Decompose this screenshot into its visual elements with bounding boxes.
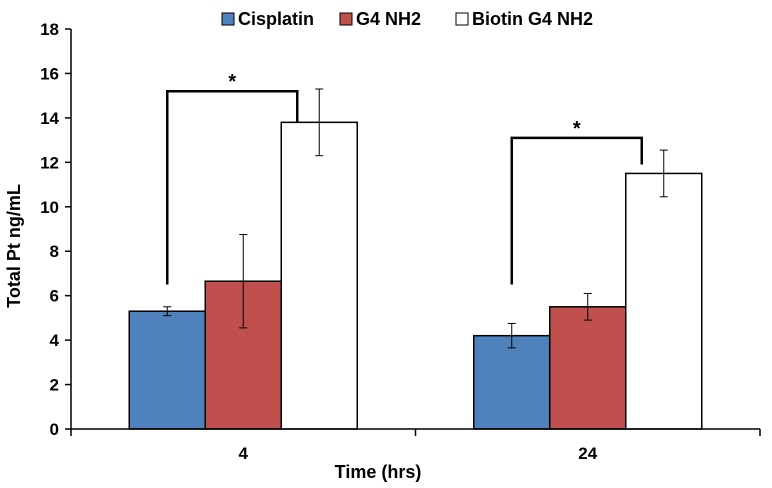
error-bar	[315, 88, 324, 157]
legend-swatch	[455, 12, 469, 26]
error-bar	[659, 149, 668, 198]
error-bar	[583, 292, 592, 321]
y-tick-label: 12	[40, 153, 59, 172]
bar-cisplatin-24	[473, 334, 551, 430]
legend-item-cisplatin: Cisplatin	[221, 9, 314, 29]
bar-cisplatin-4	[128, 310, 206, 430]
legend-item-biotin-g4-nh2: Biotin G4 NH2	[455, 9, 593, 29]
significance-star: *	[228, 71, 236, 93]
y-tick-label: 2	[50, 376, 59, 395]
significance-bracket: *	[166, 71, 299, 285]
significance-annotations: **	[166, 71, 643, 285]
y-tick-label: 4	[50, 331, 60, 350]
significance-star: *	[573, 118, 581, 140]
legend: Cisplatin G4 NH2 Biotin G4 NH2	[221, 9, 593, 29]
legend-label: G4 NH2	[356, 9, 421, 29]
bars	[128, 121, 703, 430]
bar-g4-nh2-24	[549, 306, 627, 430]
error-bar	[163, 306, 172, 317]
y-tick-label: 6	[50, 287, 59, 306]
x-tick-label: 4	[239, 444, 249, 463]
x-tick-label: 24	[578, 444, 597, 463]
legend-swatch	[339, 12, 353, 26]
bar-biotin-g4-nh2-4	[280, 121, 358, 430]
x-axis-title: Time (hrs)	[335, 462, 422, 482]
y-tick-label: 18	[40, 20, 59, 39]
legend-label: Biotin G4 NH2	[472, 9, 593, 29]
legend-swatch	[221, 12, 235, 26]
legend-item-g4-nh2: G4 NH2	[339, 9, 421, 29]
y-tick-label: 0	[50, 420, 59, 439]
y-axis-title: Total Pt ng/mL	[4, 184, 24, 308]
significance-bracket: *	[510, 118, 643, 285]
legend-label: Cisplatin	[238, 9, 314, 29]
bar-biotin-g4-nh2-24	[625, 172, 703, 430]
error-bar	[507, 322, 516, 349]
error-bar	[239, 234, 248, 329]
y-tick-label: 14	[40, 109, 59, 128]
y-tick-label: 16	[40, 64, 59, 83]
y-tick-label: 8	[50, 242, 59, 261]
error-bars	[163, 88, 668, 349]
y-tick-label: 10	[40, 198, 59, 217]
